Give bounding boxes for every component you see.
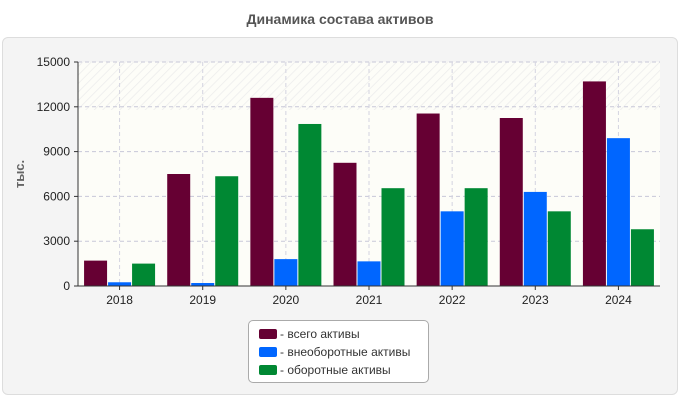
bar-noncurrent-2018: [108, 282, 132, 286]
bars-layer: [84, 81, 654, 287]
legend-item-current: - оборотные активы: [259, 361, 428, 379]
legend-swatch-total: [259, 329, 277, 339]
x-tick-label: 2018: [106, 293, 133, 307]
bar-noncurrent-2020: [274, 259, 298, 286]
legend-item-noncurrent: - внеоборотные активы: [259, 343, 428, 361]
bar-noncurrent-2021: [357, 261, 381, 286]
x-tick-label: 2023: [522, 293, 549, 307]
bar-current-2023: [547, 211, 571, 286]
bar-total-2021: [333, 162, 357, 286]
bar-noncurrent-2023: [523, 191, 547, 286]
bar-total-2019: [167, 174, 191, 286]
x-tick-label: 2019: [189, 293, 216, 307]
bar-total-2023: [499, 118, 523, 286]
y-tick-label: 9000: [43, 145, 70, 159]
y-tick-label: 15000: [37, 55, 71, 69]
y-tick-label: 12000: [37, 100, 71, 114]
y-tick-label: 3000: [43, 234, 70, 248]
bar-current-2018: [132, 263, 156, 286]
bar-total-2024: [582, 81, 606, 286]
bar-noncurrent-2022: [440, 211, 464, 286]
bar-current-2021: [381, 188, 405, 286]
legend-item-total: - всего активы: [259, 325, 428, 343]
bar-total-2018: [84, 260, 108, 286]
bar-current-2019: [215, 176, 239, 286]
bar-current-2022: [464, 188, 488, 286]
y-tick-label: 6000: [43, 189, 70, 203]
x-tick-label: 2024: [605, 293, 632, 307]
x-tick-label: 2022: [439, 293, 466, 307]
y-axis-label: тыс.: [12, 160, 27, 188]
ticks-layer: 0 3000 6000 9000 12000 15000 2018 2019 2020 2021 2…: [37, 55, 632, 307]
legend-label-total: - всего активы: [280, 327, 360, 341]
bar-total-2022: [416, 113, 440, 287]
bar-total-2020: [250, 97, 274, 286]
x-tick-label: 2020: [273, 293, 300, 307]
bar-noncurrent-2019: [191, 283, 215, 286]
legend-label-current: - оборотные активы: [280, 363, 391, 377]
y-tick-label: 0: [63, 279, 70, 293]
legend: - всего активы - внеоборотные активы - о…: [248, 320, 429, 383]
legend-swatch-current: [259, 365, 277, 375]
chart-title: Динамика состава активов: [246, 11, 434, 27]
legend-label-noncurrent: - внеоборотные активы: [280, 345, 411, 359]
bar-current-2020: [298, 123, 322, 287]
bar-noncurrent-2024: [606, 138, 630, 286]
legend-swatch-noncurrent: [259, 347, 277, 357]
x-tick-label: 2021: [356, 293, 383, 307]
bar-current-2024: [630, 229, 654, 286]
